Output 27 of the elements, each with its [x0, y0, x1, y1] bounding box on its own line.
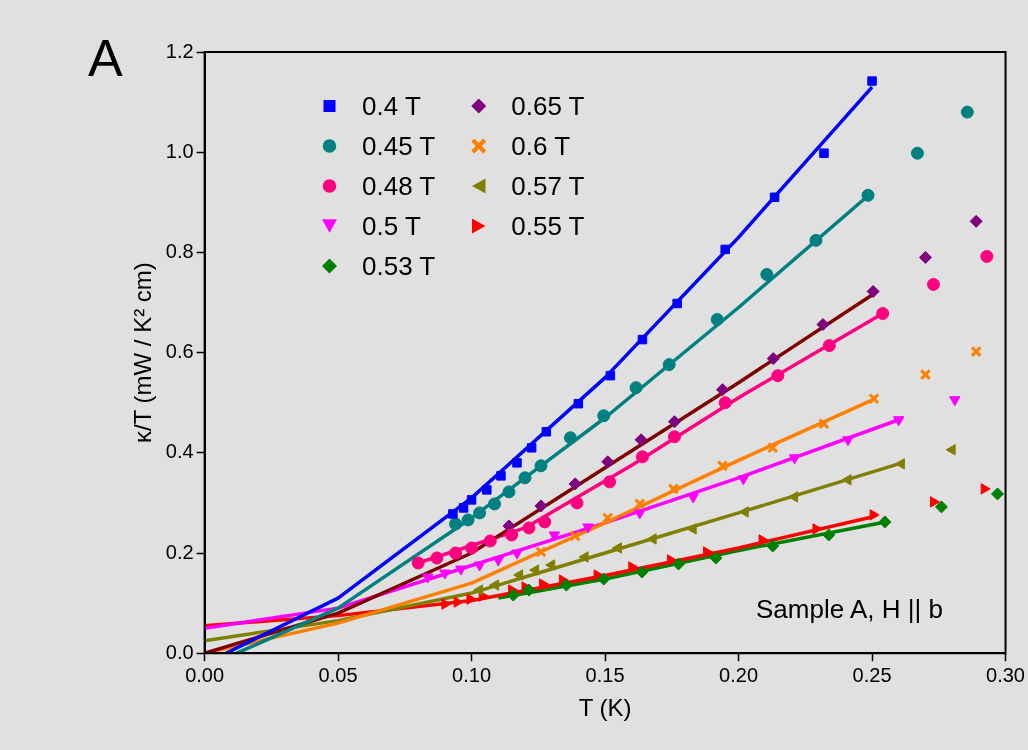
x-tick-label: 0.10	[452, 663, 492, 686]
y-tick-label: 1.0	[165, 139, 194, 162]
x-tick-label: 0.00	[185, 663, 225, 686]
legend-label: 0.57 T	[511, 170, 585, 202]
legend-label: 0.65 T	[511, 90, 585, 122]
x-axis-title: T (K)	[578, 694, 632, 722]
legend-label: 0.48 T	[362, 170, 436, 202]
legend-label: 0.53 T	[362, 250, 436, 282]
x-tick-label: 0.05	[318, 663, 358, 686]
y-tick-label: 0.6	[165, 340, 194, 363]
x-tick-label: 0.20	[719, 663, 759, 686]
legend-label: 0.6 T	[511, 130, 571, 162]
y-tick-label: 0.4	[165, 440, 194, 463]
text: A	[88, 28, 123, 88]
legend-label: 0.55 T	[511, 210, 585, 242]
legend-label: 0.4 T	[362, 90, 421, 122]
y-axis-title: κ/T (mW / K² cm)	[129, 262, 157, 444]
y-tick-label: 0.2	[165, 540, 194, 563]
legend-label: 0.45 T	[362, 130, 436, 162]
x-tick-label: 0.25	[852, 663, 892, 686]
x-tick-label: 0.30	[986, 663, 1026, 686]
y-tick-label: 1.2	[165, 39, 194, 62]
annotation: Sample A, H || b	[756, 594, 943, 625]
legend-label: 0.5 T	[362, 210, 421, 242]
y-tick-label: 0.0	[165, 640, 194, 663]
x-tick-label: 0.15	[585, 663, 625, 686]
y-tick-label: 0.8	[165, 239, 194, 262]
